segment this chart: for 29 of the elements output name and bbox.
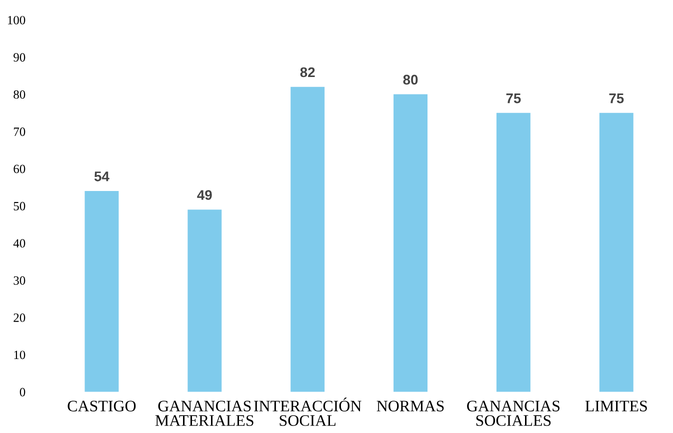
y-tick-label: 10	[14, 350, 26, 360]
x-tick-label: INTERACCIÓN SOCIAL	[254, 398, 362, 426]
y-tick-label: 60	[14, 164, 26, 174]
y-tick-label: 30	[14, 276, 26, 285]
data-label: 75	[609, 94, 624, 104]
x-tick-label: LIMITES	[585, 400, 647, 412]
y-tick-label: 20	[14, 314, 26, 322]
data-label: 82	[300, 67, 315, 78]
x-tick-label: NORMAS	[376, 400, 444, 412]
data-label: 49	[197, 190, 212, 200]
bar	[290, 86, 325, 392]
bar	[496, 112, 530, 392]
y-tick-label: 90	[14, 53, 26, 62]
data-label: 80	[403, 74, 418, 85]
x-tick-label: GANANCIAS SOCIALES	[467, 400, 560, 426]
data-label: 54	[94, 172, 110, 182]
data-label: 75	[506, 94, 521, 104]
bar	[84, 191, 119, 392]
bar	[599, 112, 634, 392]
y-tick-label: 40	[13, 239, 26, 248]
y-tick-label: 50	[14, 202, 26, 210]
y-tick-label: 100	[8, 16, 26, 24]
x-tick-label: CASTIGO	[68, 400, 136, 412]
bar	[188, 210, 222, 392]
y-tick-label: 80	[14, 90, 26, 99]
bar	[394, 94, 428, 392]
y-tick-label: 0	[20, 388, 26, 396]
x-tick-label: GANANCIAS MATERIALES	[155, 400, 254, 426]
y-tick-label: 70	[14, 128, 26, 136]
